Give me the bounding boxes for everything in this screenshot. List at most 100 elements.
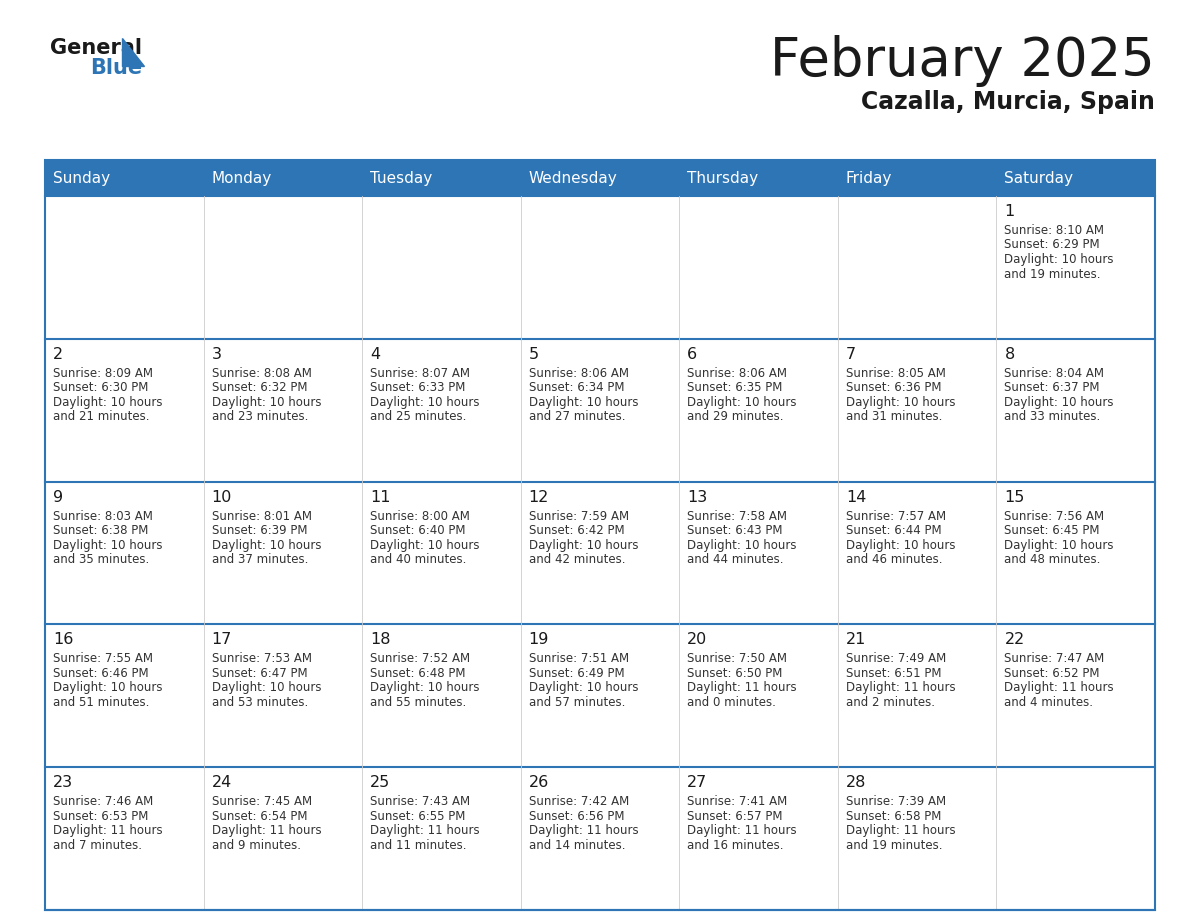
Text: Sunrise: 8:03 AM: Sunrise: 8:03 AM — [53, 509, 153, 522]
Text: and 37 minutes.: and 37 minutes. — [211, 554, 308, 566]
Text: Sunrise: 7:56 AM: Sunrise: 7:56 AM — [1004, 509, 1105, 522]
Text: and 46 minutes.: and 46 minutes. — [846, 554, 942, 566]
Text: 23: 23 — [53, 775, 74, 790]
Text: and 4 minutes.: and 4 minutes. — [1004, 696, 1093, 709]
Bar — [520, 196, 680, 339]
Bar — [45, 624, 203, 767]
Text: Tuesday: Tuesday — [371, 171, 432, 185]
Text: General: General — [50, 38, 143, 58]
Bar — [203, 160, 362, 196]
Text: Daylight: 10 hours: Daylight: 10 hours — [529, 396, 638, 409]
Bar — [45, 339, 203, 482]
Bar — [362, 160, 520, 196]
Text: and 31 minutes.: and 31 minutes. — [846, 410, 942, 423]
Text: Sunrise: 8:10 AM: Sunrise: 8:10 AM — [1004, 224, 1105, 237]
Text: Sunrise: 7:58 AM: Sunrise: 7:58 AM — [688, 509, 788, 522]
Text: 11: 11 — [371, 489, 391, 505]
Text: Sunset: 6:52 PM: Sunset: 6:52 PM — [1004, 666, 1100, 680]
Text: Sunset: 6:36 PM: Sunset: 6:36 PM — [846, 381, 941, 395]
Text: Daylight: 10 hours: Daylight: 10 hours — [371, 539, 480, 552]
Text: Sunset: 6:55 PM: Sunset: 6:55 PM — [371, 810, 466, 823]
Text: Daylight: 11 hours: Daylight: 11 hours — [688, 824, 797, 837]
Bar — [362, 196, 520, 339]
Polygon shape — [122, 38, 144, 66]
Text: Daylight: 10 hours: Daylight: 10 hours — [211, 681, 321, 694]
Bar — [997, 160, 1155, 196]
Text: Daylight: 11 hours: Daylight: 11 hours — [688, 681, 797, 694]
Text: Sunrise: 8:08 AM: Sunrise: 8:08 AM — [211, 367, 311, 380]
Text: Sunset: 6:32 PM: Sunset: 6:32 PM — [211, 381, 307, 395]
Text: Sunrise: 7:42 AM: Sunrise: 7:42 AM — [529, 795, 628, 808]
Text: Daylight: 10 hours: Daylight: 10 hours — [53, 539, 163, 552]
Bar — [45, 160, 1155, 910]
Bar — [680, 339, 838, 482]
Text: Sunset: 6:42 PM: Sunset: 6:42 PM — [529, 524, 625, 537]
Text: Sunrise: 8:07 AM: Sunrise: 8:07 AM — [371, 367, 470, 380]
Bar — [362, 624, 520, 767]
Text: Sunrise: 7:49 AM: Sunrise: 7:49 AM — [846, 653, 946, 666]
Text: Daylight: 10 hours: Daylight: 10 hours — [1004, 253, 1114, 266]
Text: Sunrise: 7:52 AM: Sunrise: 7:52 AM — [371, 653, 470, 666]
Text: Monday: Monday — [211, 171, 272, 185]
Text: Sunset: 6:44 PM: Sunset: 6:44 PM — [846, 524, 941, 537]
Text: 20: 20 — [688, 633, 708, 647]
Text: Friday: Friday — [846, 171, 892, 185]
Text: Sunset: 6:38 PM: Sunset: 6:38 PM — [53, 524, 148, 537]
Text: Sunrise: 7:43 AM: Sunrise: 7:43 AM — [371, 795, 470, 808]
Text: and 19 minutes.: and 19 minutes. — [1004, 267, 1101, 281]
Text: Sunset: 6:30 PM: Sunset: 6:30 PM — [53, 381, 148, 395]
Bar — [45, 767, 203, 910]
Text: Sunrise: 7:47 AM: Sunrise: 7:47 AM — [1004, 653, 1105, 666]
Text: and 53 minutes.: and 53 minutes. — [211, 696, 308, 709]
Text: Daylight: 11 hours: Daylight: 11 hours — [1004, 681, 1114, 694]
Text: Cazalla, Murcia, Spain: Cazalla, Murcia, Spain — [861, 90, 1155, 114]
Text: Sunset: 6:49 PM: Sunset: 6:49 PM — [529, 666, 625, 680]
Bar — [680, 482, 838, 624]
Bar — [520, 160, 680, 196]
Text: Sunset: 6:40 PM: Sunset: 6:40 PM — [371, 524, 466, 537]
Text: Sunset: 6:53 PM: Sunset: 6:53 PM — [53, 810, 148, 823]
Bar — [520, 767, 680, 910]
Text: and 48 minutes.: and 48 minutes. — [1004, 554, 1101, 566]
Text: and 25 minutes.: and 25 minutes. — [371, 410, 467, 423]
Text: and 40 minutes.: and 40 minutes. — [371, 554, 467, 566]
Text: and 33 minutes.: and 33 minutes. — [1004, 410, 1100, 423]
Text: Sunset: 6:54 PM: Sunset: 6:54 PM — [211, 810, 307, 823]
Text: Daylight: 11 hours: Daylight: 11 hours — [529, 824, 638, 837]
Text: Daylight: 11 hours: Daylight: 11 hours — [371, 824, 480, 837]
Text: Daylight: 11 hours: Daylight: 11 hours — [211, 824, 321, 837]
Text: 27: 27 — [688, 775, 708, 790]
Bar — [680, 624, 838, 767]
Text: 14: 14 — [846, 489, 866, 505]
Text: Sunset: 6:47 PM: Sunset: 6:47 PM — [211, 666, 308, 680]
Text: Daylight: 10 hours: Daylight: 10 hours — [529, 539, 638, 552]
Text: Daylight: 10 hours: Daylight: 10 hours — [846, 396, 955, 409]
Text: Sunset: 6:57 PM: Sunset: 6:57 PM — [688, 810, 783, 823]
Bar — [203, 482, 362, 624]
Text: Daylight: 10 hours: Daylight: 10 hours — [53, 396, 163, 409]
Text: Sunrise: 8:06 AM: Sunrise: 8:06 AM — [529, 367, 628, 380]
Bar — [362, 482, 520, 624]
Text: Daylight: 10 hours: Daylight: 10 hours — [846, 539, 955, 552]
Bar — [362, 339, 520, 482]
Text: Daylight: 10 hours: Daylight: 10 hours — [211, 539, 321, 552]
Bar — [45, 160, 203, 196]
Text: Daylight: 10 hours: Daylight: 10 hours — [53, 681, 163, 694]
Text: Sunrise: 8:04 AM: Sunrise: 8:04 AM — [1004, 367, 1105, 380]
Text: Daylight: 11 hours: Daylight: 11 hours — [846, 681, 955, 694]
Text: and 0 minutes.: and 0 minutes. — [688, 696, 776, 709]
Text: Daylight: 10 hours: Daylight: 10 hours — [211, 396, 321, 409]
Bar — [997, 196, 1155, 339]
Text: Sunset: 6:45 PM: Sunset: 6:45 PM — [1004, 524, 1100, 537]
Text: and 57 minutes.: and 57 minutes. — [529, 696, 625, 709]
Text: Sunrise: 7:57 AM: Sunrise: 7:57 AM — [846, 509, 946, 522]
Text: Sunrise: 8:09 AM: Sunrise: 8:09 AM — [53, 367, 153, 380]
Bar — [997, 339, 1155, 482]
Bar — [838, 160, 997, 196]
Text: and 14 minutes.: and 14 minutes. — [529, 839, 625, 852]
Bar — [362, 767, 520, 910]
Text: 24: 24 — [211, 775, 232, 790]
Text: Sunset: 6:43 PM: Sunset: 6:43 PM — [688, 524, 783, 537]
Text: Sunset: 6:35 PM: Sunset: 6:35 PM — [688, 381, 783, 395]
Bar — [203, 624, 362, 767]
